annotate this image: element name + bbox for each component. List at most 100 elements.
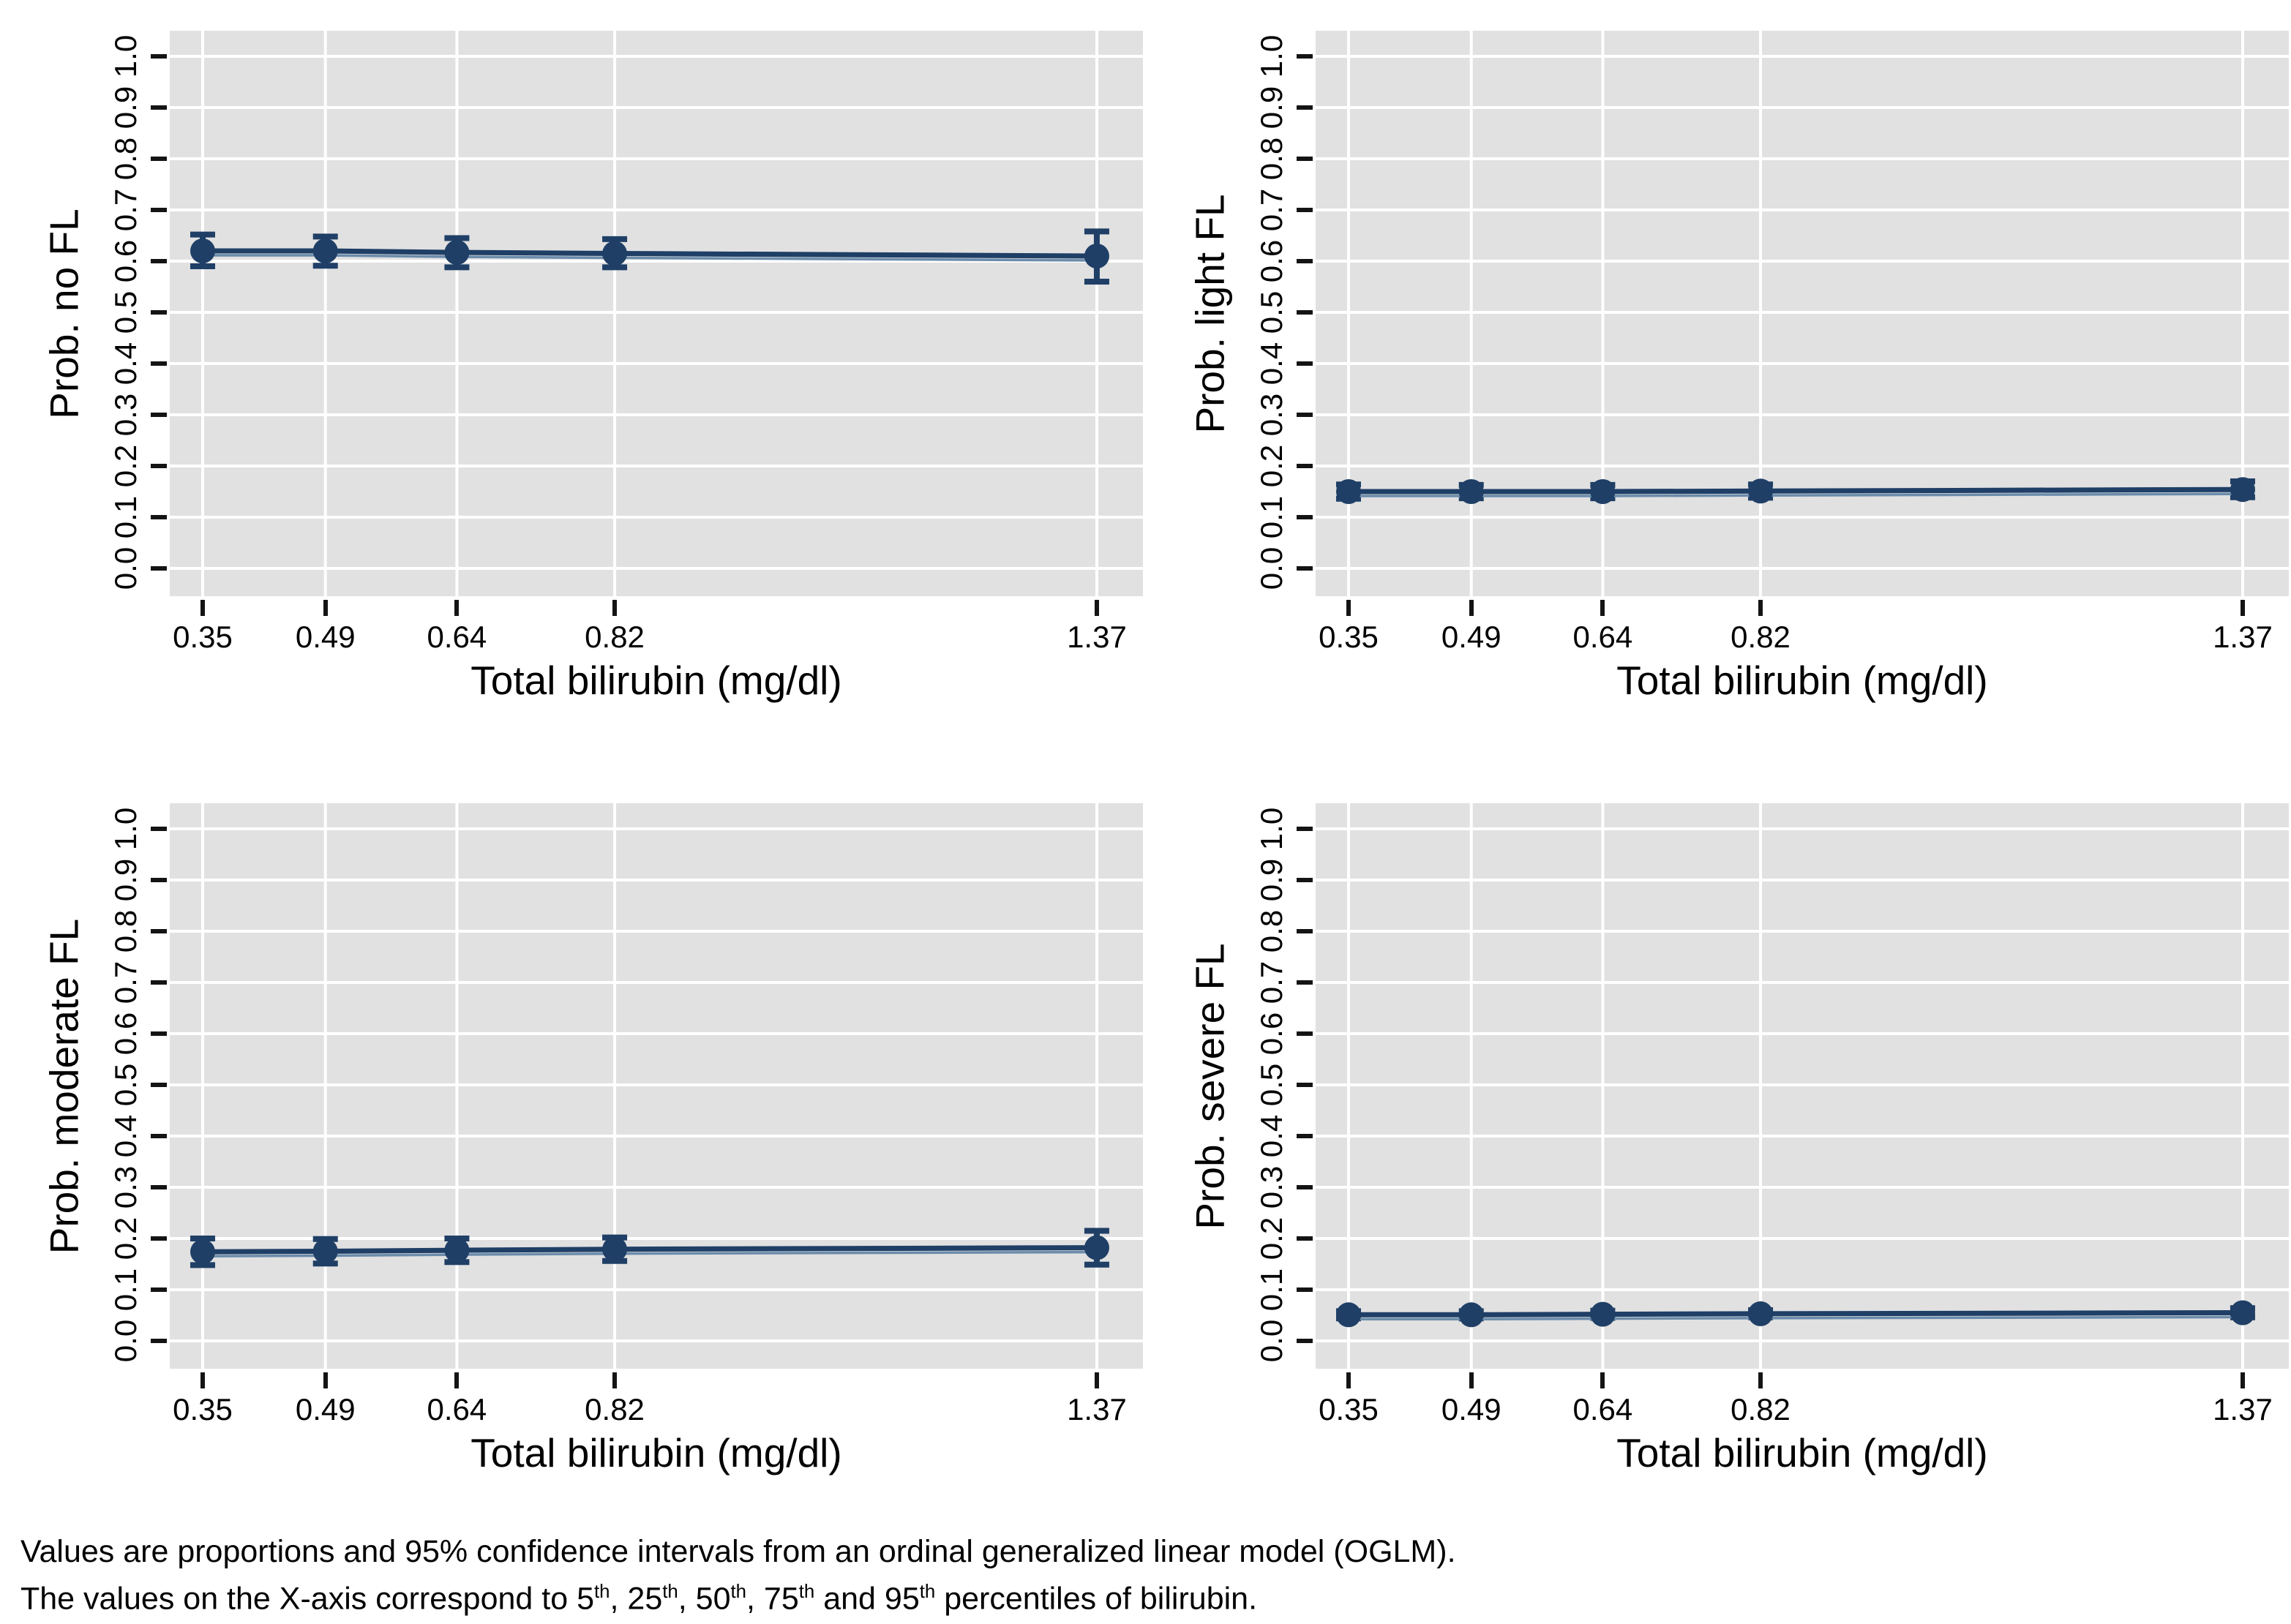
y-tick-label: 0.4: [108, 342, 143, 386]
y-tick: [151, 464, 167, 468]
y-tick: [1297, 413, 1313, 417]
y-tick-label: 1.0: [1254, 34, 1289, 78]
series-canvas: [170, 803, 1143, 1369]
caption-text-segment: The values on the X-axis correspond to 5: [20, 1581, 594, 1617]
chart-panel-bottom-right: Prob. severe FL 0.0 0.1 0.2 0.3 0.4 0.5 0.6 0.7 0…: [1146, 772, 2291, 1541]
y-axis-title: Prob. no FL: [41, 208, 87, 419]
y-tick: [1297, 1339, 1313, 1343]
y-tick-label: 0.9: [1254, 86, 1289, 129]
x-axis-title: Total bilirubin (mg/dl): [1616, 1430, 1988, 1475]
x-tick: [454, 600, 460, 616]
ordinal-superscript: th: [662, 1582, 678, 1602]
x-tick-label: 0.82: [585, 620, 645, 654]
data-point-marker: [1458, 479, 1484, 504]
x-tick-label: 0.35: [1319, 620, 1379, 654]
y-tick: [1297, 1185, 1313, 1189]
chart-panel-top-right: Prob. light FL 0.0 0.1 0.2 0.3 0.4 0.5 0.6 0.7 0.…: [1146, 0, 2291, 768]
caption-text-segment: and 95: [814, 1581, 920, 1617]
y-tick: [1297, 157, 1313, 161]
caption-text-segment: , 25: [610, 1581, 663, 1617]
y-tick: [151, 1031, 167, 1036]
plot-area: [170, 31, 1143, 596]
data-point-marker: [1084, 244, 1109, 268]
data-point-marker: [1590, 479, 1616, 504]
x-tick: [323, 1372, 328, 1388]
y-tick-label: 0.9: [108, 86, 143, 129]
data-point-marker: [312, 1238, 338, 1264]
data-point-marker: [2230, 1300, 2255, 1326]
y-tick: [151, 1287, 167, 1292]
y-tick-label: 0.2: [108, 444, 143, 488]
y-tick: [1297, 1083, 1313, 1087]
y-tick: [151, 515, 167, 519]
x-tick: [612, 600, 618, 616]
data-point-marker: [190, 1239, 215, 1265]
x-axis-title: Total bilirubin (mg/dl): [470, 1430, 842, 1475]
y-tick: [1297, 1031, 1313, 1036]
x-tick: [200, 1372, 205, 1388]
y-tick-label: 0.0: [1254, 546, 1289, 590]
chart-panel-top-left: Prob. no FL 0.0 0.1 0.2 0.3 0.4 0.5 0.6 0.7 0.8 0.…: [0, 0, 1145, 768]
y-tick-label: 0.1: [1254, 1268, 1289, 1312]
y-tick-label: 0.2: [1254, 1217, 1289, 1260]
data-point-marker: [602, 241, 628, 266]
y-tick: [151, 827, 167, 831]
x-tick-label: 0.64: [427, 1392, 487, 1426]
x-tick-label: 0.82: [1731, 620, 1791, 654]
x-tick: [1600, 600, 1605, 616]
x-tick: [200, 600, 205, 616]
y-tick-label: 0.7: [1254, 961, 1289, 1004]
y-axis-title: Prob. moderate FL: [41, 918, 87, 1254]
y-tick-label: 0.2: [108, 1217, 143, 1260]
y-tick: [151, 1185, 167, 1189]
data-point-marker: [602, 1236, 628, 1262]
x-tick-label: 0.82: [585, 1392, 645, 1426]
y-tick-label: 0.8: [108, 137, 143, 181]
y-tick-label: 0.0: [1254, 1319, 1289, 1363]
data-point-marker: [312, 238, 338, 263]
y-tick-label: 0.3: [1254, 393, 1289, 437]
x-tick-label: 0.64: [427, 620, 487, 654]
data-point-marker: [1748, 1301, 1774, 1326]
x-tick: [323, 600, 328, 616]
x-tick-label: 1.37: [1067, 620, 1127, 654]
y-tick-label: 0.6: [1254, 1012, 1289, 1056]
y-axis-title: Prob. light FL: [1187, 193, 1233, 434]
y-tick: [151, 54, 167, 59]
y-tick-label: 0.1: [1254, 495, 1289, 539]
y-tick: [1297, 566, 1313, 571]
y-tick: [1297, 878, 1313, 882]
x-tick: [1600, 1372, 1605, 1388]
y-tick: [1297, 1134, 1313, 1138]
y-tick: [1297, 310, 1313, 315]
y-tick: [151, 566, 167, 571]
y-tick: [1297, 827, 1313, 831]
y-tick: [151, 1339, 167, 1343]
data-point-marker: [1748, 478, 1774, 504]
y-tick-label: 0.8: [1254, 137, 1289, 181]
x-tick: [1346, 1372, 1351, 1388]
data-point-marker: [1336, 479, 1361, 504]
series-canvas: [170, 31, 1143, 596]
y-tick-label: 0.8: [108, 909, 143, 953]
x-tick-label: 0.35: [173, 1392, 233, 1426]
y-tick-label: 0.9: [1254, 858, 1289, 902]
x-tick: [1469, 600, 1474, 616]
y-tick: [151, 413, 167, 417]
y-tick: [151, 259, 167, 263]
series-canvas: [1316, 803, 2289, 1369]
y-tick-label: 1.0: [1254, 807, 1289, 851]
y-tick-label: 0.5: [108, 290, 143, 334]
y-tick: [1297, 515, 1313, 519]
plot-area: [1316, 31, 2289, 596]
y-tick-label: 0.9: [108, 858, 143, 902]
y-tick: [151, 980, 167, 985]
data-point-marker: [1084, 1235, 1109, 1260]
x-tick-label: 1.37: [2213, 1392, 2273, 1426]
x-tick: [1094, 600, 1099, 616]
y-tick-label: 0.6: [1254, 239, 1289, 283]
y-tick-label: 0.6: [108, 239, 143, 283]
y-tick: [1297, 980, 1313, 985]
series-canvas: [1316, 31, 2289, 596]
y-tick-label: 0.0: [108, 1319, 143, 1363]
